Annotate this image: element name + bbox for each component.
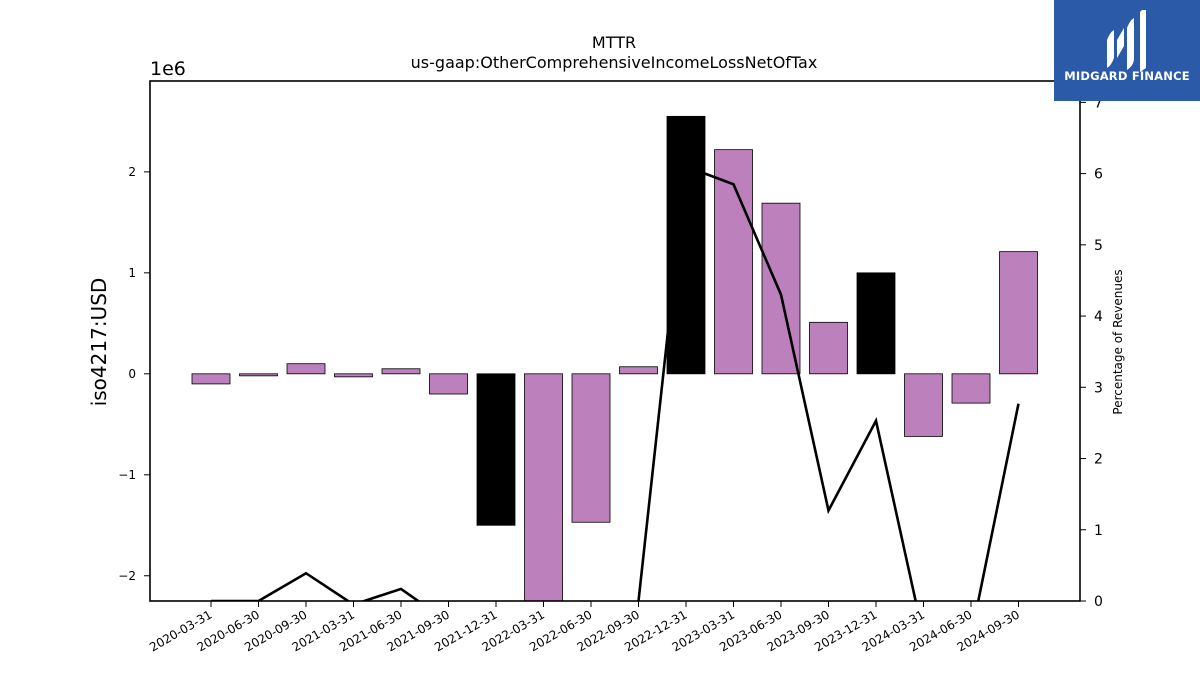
bar-2024-03-31 <box>904 373 943 437</box>
bar-2023-06-30 <box>761 202 801 375</box>
plot-frame <box>149 80 1081 602</box>
bar-2021-06-30 <box>381 368 421 375</box>
y2-tick-label: 1 <box>1094 523 1103 539</box>
logo-text: MIDGARD FINANCE <box>1064 69 1190 83</box>
bar-2020-03-31 <box>191 373 231 385</box>
bar-2023-12-31 <box>856 272 896 375</box>
y2-tick-label: 7 <box>1094 95 1103 111</box>
bar-2020-06-30 <box>239 373 278 377</box>
bar-2022-12-31 <box>666 115 706 375</box>
midgard-finance-logo: MIDGARD FINANCE <box>1054 0 1200 101</box>
y-axis-label: iso4217:USD <box>87 278 111 407</box>
y-tick-label: 0 <box>128 367 136 381</box>
y-tick-label: −2 <box>118 569 136 583</box>
bar-2020-09-30 <box>286 363 326 375</box>
percentage-of-revenues-line <box>211 164 1020 601</box>
y-tick-label: 1 <box>128 266 136 280</box>
y-tick-label: −1 <box>118 468 136 482</box>
bar-2023-09-30 <box>809 321 848 375</box>
y2-tick-label: 2 <box>1094 452 1103 468</box>
bar-2022-06-30 <box>571 373 611 523</box>
y2-tick-label: 4 <box>1094 309 1103 325</box>
bar-2021-03-31 <box>334 373 373 378</box>
bar-2024-06-30 <box>951 373 991 404</box>
y2-tick-label: 6 <box>1094 167 1103 183</box>
bar-2021-12-31 <box>476 373 516 526</box>
bar-2022-03-31 <box>524 373 563 602</box>
bar-2021-09-30 <box>429 373 468 395</box>
bar-2022-09-30 <box>619 366 658 375</box>
y2-axis-label: Percentage of Revenues <box>1111 269 1125 414</box>
y-multiplier-label: 1e6 <box>150 58 186 80</box>
y2-tick-label: 5 <box>1094 238 1103 254</box>
y2-tick-label: 3 <box>1094 380 1103 396</box>
y-tick-label: 2 <box>128 165 136 179</box>
logo-mark-icon <box>1107 10 1146 72</box>
chart-title: MTTR <box>592 33 636 52</box>
bar-2024-09-30 <box>999 251 1038 375</box>
chart-subtitle: us-gaap:OtherComprehensiveIncomeLossNetO… <box>411 53 818 72</box>
y2-tick-label: 0 <box>1094 594 1103 610</box>
